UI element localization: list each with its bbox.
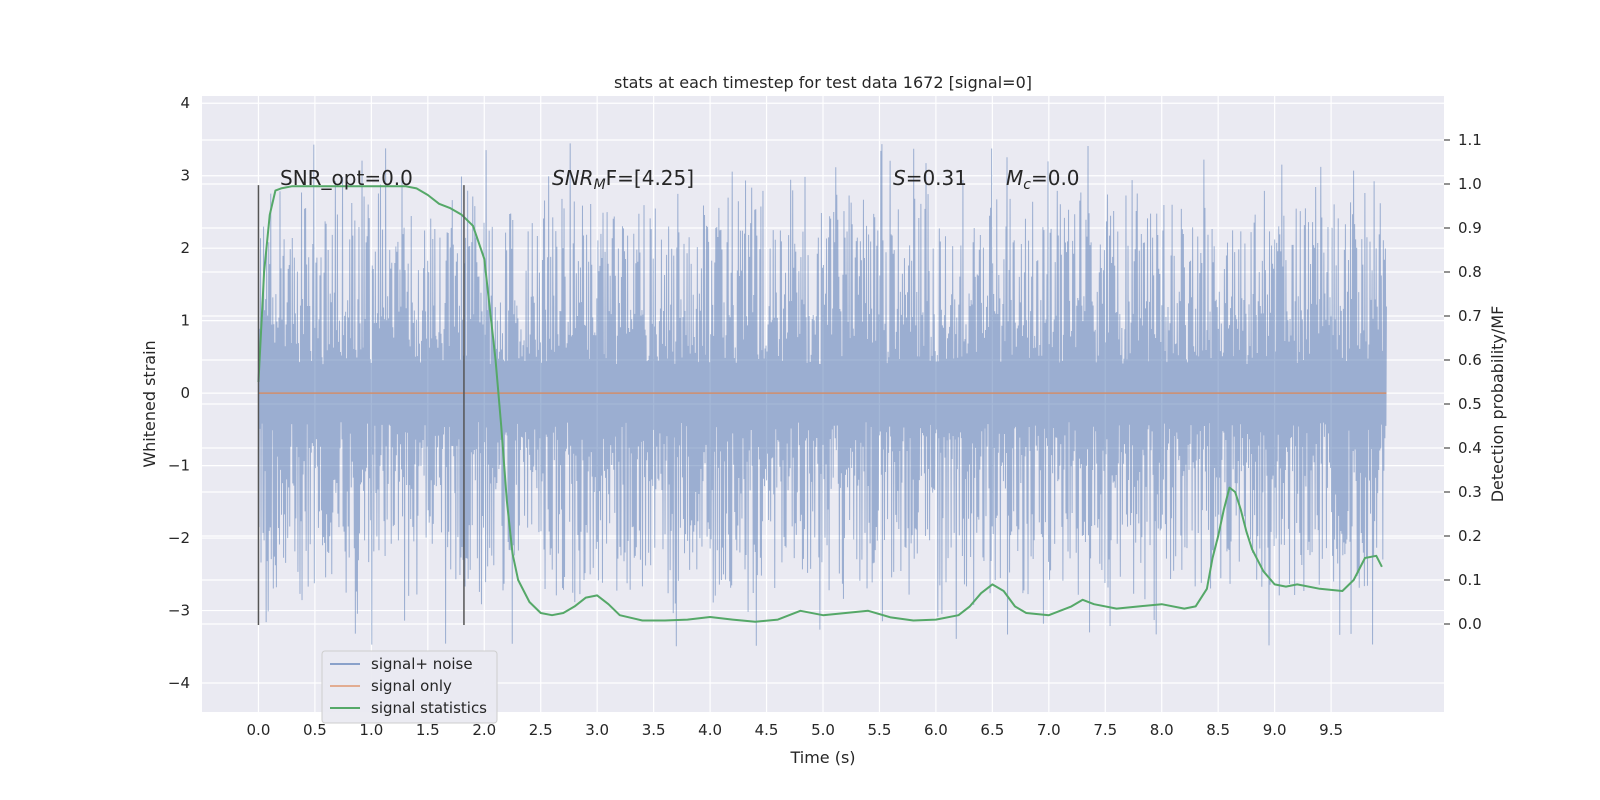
snr-mf-subscript: M [594, 177, 606, 193]
y2-tick-label: 0.8 [1458, 263, 1482, 281]
mc-symbol: M [1006, 166, 1023, 190]
y-tick-label: −2 [168, 529, 190, 547]
line-series [257, 185, 1387, 623]
y2-tick-label: 0.6 [1458, 351, 1482, 369]
y-axis-label: Whitened strain [140, 340, 159, 467]
x-tick-label: 3.5 [642, 721, 666, 739]
y2-tick-label: 0.7 [1458, 307, 1482, 325]
y-tick-label: 4 [180, 94, 190, 112]
y2-axis-label: Detection probability/MF [1488, 306, 1507, 503]
x-tick-label: 3.0 [585, 721, 609, 739]
y2-tick-label: 0.1 [1458, 571, 1482, 589]
x-tick-label: 0.5 [303, 721, 327, 739]
annotation-snr-opt: SNR_opt=0.0 [280, 166, 413, 190]
mc-subscript: c [1023, 177, 1031, 193]
x-tick-label: 7.5 [1093, 721, 1117, 739]
x-tick-label: 8.0 [1150, 721, 1174, 739]
legend: signal+ noise signal only signal statist… [321, 650, 498, 724]
annotation-snr-mf: SNRMF=[4.25] [552, 166, 694, 193]
legend-label-signal-noise: signal+ noise [371, 655, 473, 673]
x-tick-label: 5.0 [811, 721, 835, 739]
x-tick-label: 1.5 [416, 721, 440, 739]
y-tick-label: −1 [168, 457, 190, 475]
x-tick-label: 7.0 [1037, 721, 1061, 739]
x-tick-label: 9.5 [1319, 721, 1343, 739]
snr-mf-value: F=[4.25] [606, 166, 694, 190]
y2-tick-label: 1.0 [1458, 175, 1482, 193]
legend-label-signal-only: signal only [371, 677, 452, 695]
y-tick-label: 2 [180, 239, 190, 257]
y-tick-label: −4 [168, 674, 190, 692]
snr-mf-symbol: SNR [552, 166, 594, 190]
y-tick-label: 3 [180, 167, 190, 185]
x-tick-label: 1.0 [359, 721, 383, 739]
x-tick-label: 9.0 [1263, 721, 1287, 739]
y-tick-label: 0 [180, 384, 190, 402]
y-tick-label: −3 [168, 602, 190, 620]
x-tick-label: 2.0 [472, 721, 496, 739]
signal-noise-series [257, 143, 1387, 647]
legend-box [321, 650, 498, 724]
signal-noise-line [257, 143, 1387, 647]
ticks: 0.0 0.5 1.0 1.5 2.0 2.5 3.0 3.5 4.0 4.5 5.0 5.5 6.0 6… [168, 94, 1482, 739]
y2-tick-label: 0.4 [1458, 439, 1482, 457]
x-tick-label: 2.5 [529, 721, 553, 739]
x-tick-label: 0.0 [247, 721, 271, 739]
x-tick-label: 6.5 [980, 721, 1004, 739]
y2-tick-label: 1.1 [1458, 131, 1482, 149]
x-axis-label: Time (s) [789, 748, 855, 767]
x-tick-label: 4.5 [755, 721, 779, 739]
x-tick-label: 6.0 [924, 721, 948, 739]
s-symbol: S [893, 166, 906, 190]
y-tick-label: 1 [180, 312, 190, 330]
annotation-s: S=0.31 [893, 166, 967, 190]
signal-statistics-line [257, 185, 1383, 623]
mc-value: =0.0 [1031, 166, 1080, 190]
vertical-markers [257, 185, 465, 626]
annotation-mc: Mc=0.0 [1006, 166, 1080, 193]
chart-title: stats at each timestep for test data 167… [614, 73, 1032, 92]
y2-tick-label: 0.2 [1458, 527, 1482, 545]
y2-tick-label: 0.3 [1458, 483, 1482, 501]
x-tick-label: 4.0 [698, 721, 722, 739]
x-tick-label: 5.5 [868, 721, 892, 739]
s-value: =0.31 [906, 166, 967, 190]
y2-tick-label: 0.0 [1458, 615, 1482, 633]
x-tick-label: 8.5 [1206, 721, 1230, 739]
legend-label-signal-statistics: signal statistics [371, 699, 487, 717]
y2-tick-label: 0.5 [1458, 395, 1482, 413]
y2-tick-label: 0.9 [1458, 219, 1482, 237]
